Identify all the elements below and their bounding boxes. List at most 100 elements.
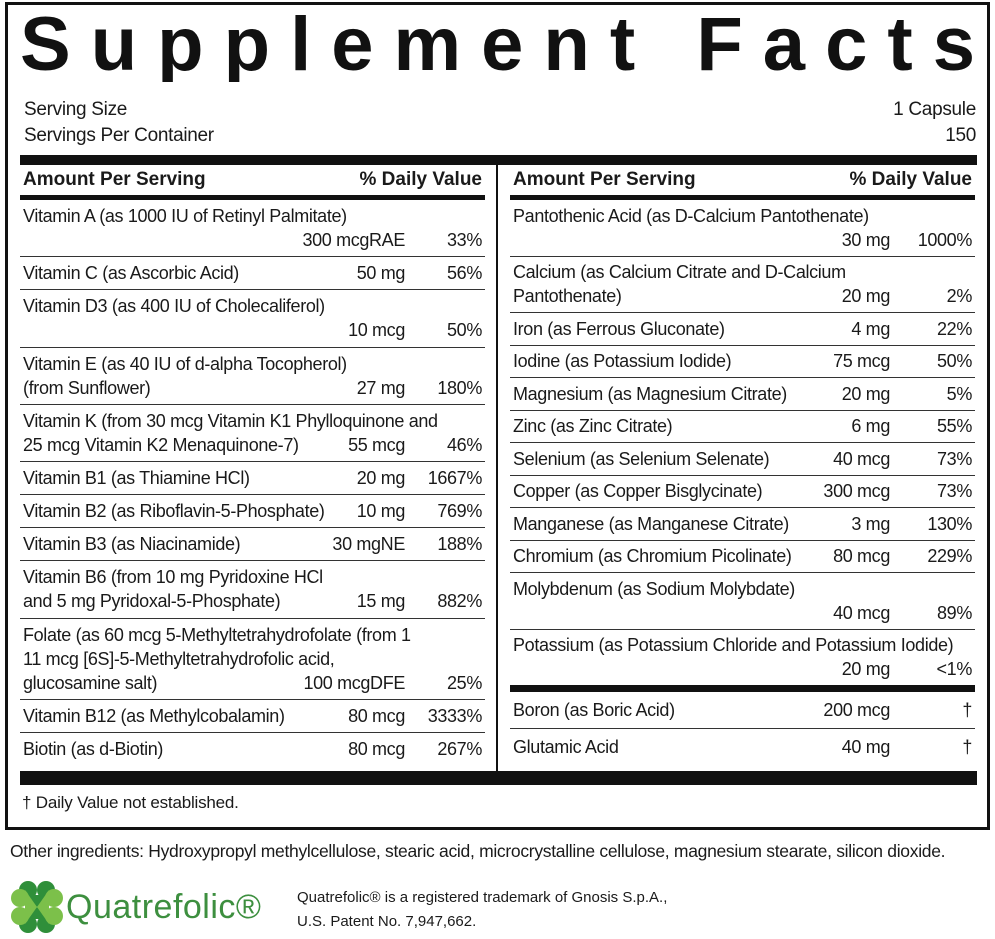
row-content: Vitamin K (from 30 mcg Vitamin K1 Phyllo… bbox=[20, 409, 485, 457]
column-divider bbox=[496, 165, 498, 771]
row-content: Vitamin B1 (as Thiamine HCl) 20 mg 1667% bbox=[20, 466, 485, 490]
daily-value: 188% bbox=[437, 534, 482, 555]
amount: 4 mg bbox=[851, 318, 890, 339]
amount: 20 mg bbox=[841, 383, 891, 404]
title-box: Supplement Facts bbox=[20, 4, 975, 82]
row-content: Vitamin A (as 1000 IU of Retinyl Palmita… bbox=[20, 204, 485, 252]
amount: 80 mcg bbox=[348, 705, 405, 726]
amount: 30 mg bbox=[841, 229, 891, 250]
rows: Pantothenic Acid (as D-Calcium Pantothen… bbox=[510, 200, 975, 685]
nutrient-name: Molybdenum (as Sodium Molybdate) bbox=[513, 578, 795, 599]
column-header: Amount Per Serving % Daily Value bbox=[510, 165, 975, 200]
nutrient-row: Pantothenic Acid (as D-Calcium Pantothen… bbox=[510, 200, 975, 257]
nutrient-name: and 5 mg Pyridoxal-5-Phosphate) bbox=[23, 591, 281, 612]
daily-value: † bbox=[962, 737, 972, 757]
amount: 100 mcgDFE bbox=[303, 672, 405, 693]
nutrient-name: Vitamin A (as 1000 IU of Retinyl Palmita… bbox=[23, 206, 347, 227]
daily-value: 50% bbox=[937, 351, 972, 372]
amount: 10 mg bbox=[356, 501, 406, 522]
nutrient-row: Iron (as Ferrous Gluconate) 4 mg 22% bbox=[510, 313, 975, 346]
daily-value: <1% bbox=[936, 659, 973, 680]
daily-value: 89% bbox=[937, 602, 972, 623]
nutrient-name: Pantothenate) bbox=[513, 286, 622, 307]
amount: 27 mg bbox=[356, 377, 406, 398]
daily-value: 22% bbox=[937, 318, 972, 339]
row-content: Magnesium (as Magnesium Citrate) 20 mg 5% bbox=[510, 382, 975, 406]
header-daily-value: % Daily Value bbox=[849, 169, 972, 190]
nutrient-row: Vitamin B12 (as Methylcobalamin) 80 mcg 33… bbox=[20, 700, 485, 733]
nutrient-name: Calcium (as Calcium Citrate and D-Calciu… bbox=[513, 262, 846, 283]
row-content: Boron (as Boric Acid) 200 mcg † bbox=[510, 698, 975, 722]
nutrient-row: Vitamin E (as 40 IU of d-alpha Tocophero… bbox=[20, 348, 485, 405]
nutrient-row: Vitamin A (as 1000 IU of Retinyl Palmita… bbox=[20, 200, 485, 258]
nutrient-name: Folate (as 60 mcg 5-Methyltetrahydrofola… bbox=[23, 624, 411, 645]
amount: 40 mcg bbox=[833, 602, 890, 623]
nutrient-name: glucosamine salt) bbox=[23, 672, 158, 693]
amount: 6 mg bbox=[851, 416, 890, 437]
header-amount: Amount Per Serving bbox=[513, 169, 696, 190]
nutrient-name: Vitamin B3 (as Niacinamide) bbox=[23, 534, 241, 555]
amount: 300 mcgRAE bbox=[302, 230, 405, 251]
serving-labels: Serving Size Servings Per Container bbox=[24, 97, 214, 149]
row-content: Folate (as 60 mcg 5-Methyltetrahydrofola… bbox=[20, 623, 485, 695]
nutrient-name: Pantothenic Acid (as D-Calcium Pantothen… bbox=[513, 205, 869, 226]
clover-logo bbox=[11, 881, 63, 933]
thick-bar bbox=[20, 155, 977, 165]
row-content: Calcium (as Calcium Citrate and D-Calciu… bbox=[510, 260, 975, 308]
daily-value: 5% bbox=[946, 383, 973, 404]
amount: 40 mcg bbox=[833, 448, 890, 469]
daily-value: 229% bbox=[927, 546, 972, 567]
nutrient-row: Manganese (as Manganese Citrate) 3 mg 130% bbox=[510, 508, 975, 541]
nutrient-name: Vitamin B6 (from 10 mg Pyridoxine HCl bbox=[23, 567, 323, 588]
nutrient-name: Vitamin B2 (as Riboflavin-5-Phosphate) bbox=[23, 501, 325, 522]
nutrient-row: Copper (as Copper Bisglycinate) 300 mcg 73… bbox=[510, 476, 975, 508]
header-daily-value: % Daily Value bbox=[359, 169, 482, 190]
daily-value: 56% bbox=[447, 263, 482, 284]
nutrient-name: Vitamin C (as Ascorbic Acid) bbox=[23, 263, 239, 284]
daily-value: 46% bbox=[447, 434, 482, 455]
row-content: Copper (as Copper Bisglycinate) 300 mcg 73… bbox=[510, 479, 975, 503]
row-content: Zinc (as Zinc Citrate) 6 mg 55% bbox=[510, 414, 975, 438]
daily-value: 73% bbox=[937, 448, 972, 469]
amount: 15 mg bbox=[356, 591, 406, 612]
daily-value: 769% bbox=[437, 501, 482, 522]
row-content: Manganese (as Manganese Citrate) 3 mg 130% bbox=[510, 512, 975, 536]
nutrient-row: Iodine (as Potassium Iodide) 75 mcg 50% bbox=[510, 346, 975, 378]
amount: 30 mgNE bbox=[332, 534, 405, 555]
nutrient-name: Boron (as Boric Acid) bbox=[513, 700, 675, 720]
serving-size-label: Serving Size bbox=[24, 99, 128, 120]
row-content: Vitamin C (as Ascorbic Acid) 50 mg 56% bbox=[20, 261, 485, 285]
daily-value: 882% bbox=[437, 591, 482, 612]
daily-value: † bbox=[962, 700, 972, 720]
row-content: Vitamin B2 (as Riboflavin-5-Phosphate) 10… bbox=[20, 499, 485, 523]
nutrient-name: 25 mcg Vitamin K2 Menaquinone-7) bbox=[23, 434, 299, 455]
trademark-line: Quatrefolic® is a registered trademark o… bbox=[297, 889, 668, 906]
amount: 3 mg bbox=[851, 513, 890, 534]
footnote: † Daily Value not established. bbox=[22, 793, 239, 812]
nutrient-name: Iodine (as Potassium Iodide) bbox=[513, 351, 732, 372]
amount: 80 mcg bbox=[833, 546, 890, 567]
amount: 10 mcg bbox=[348, 320, 405, 341]
nutrient-name: Potassium (as Potassium Chloride and Pot… bbox=[513, 635, 954, 656]
brand: Quatrefolic® bbox=[66, 888, 262, 926]
row-content: Vitamin D3 (as 400 IU of Cholecaliferol)… bbox=[20, 294, 485, 342]
nutrient-row: Vitamin B6 (from 10 mg Pyridoxine HCl and… bbox=[20, 561, 485, 619]
nutrient-name: Vitamin E (as 40 IU of d-alpha Tocophero… bbox=[23, 353, 347, 374]
row-content: Vitamin B6 (from 10 mg Pyridoxine HCl and… bbox=[20, 565, 485, 613]
row-content: Biotin (as d-Biotin) 80 mcg 267% bbox=[20, 737, 485, 761]
row-content: Vitamin B3 (as Niacinamide) 30 mgNE 188% bbox=[20, 532, 485, 556]
nutrient-row: Vitamin D3 (as 400 IU of Cholecaliferol)… bbox=[20, 290, 485, 348]
nutrient-name: Copper (as Copper Bisglycinate) bbox=[513, 481, 763, 502]
nutrient-name: 11 mcg [6S]-5-Methyltetrahydrofolic acid… bbox=[23, 648, 335, 669]
row-content: Selenium (as Selenium Selenate) 40 mcg 73% bbox=[510, 447, 975, 471]
right-column: Amount Per Serving % Daily Value Pantoth… bbox=[510, 165, 975, 765]
daily-value: 33% bbox=[447, 230, 482, 251]
nutrient-row: Biotin (as d-Biotin) 80 mcg 267% bbox=[20, 733, 485, 765]
daily-value: 130% bbox=[927, 513, 972, 534]
rows: Boron (as Boric Acid) 200 mcg † Glutamic Ac… bbox=[510, 692, 975, 765]
amount: 20 mg bbox=[356, 467, 406, 488]
nutrient-row: Vitamin B3 (as Niacinamide) 30 mgNE 188% bbox=[20, 528, 485, 562]
label-box bbox=[5, 2, 990, 830]
amount: 200 mcg bbox=[823, 700, 890, 720]
nutrient-name: Selenium (as Selenium Selenate) bbox=[513, 448, 770, 469]
